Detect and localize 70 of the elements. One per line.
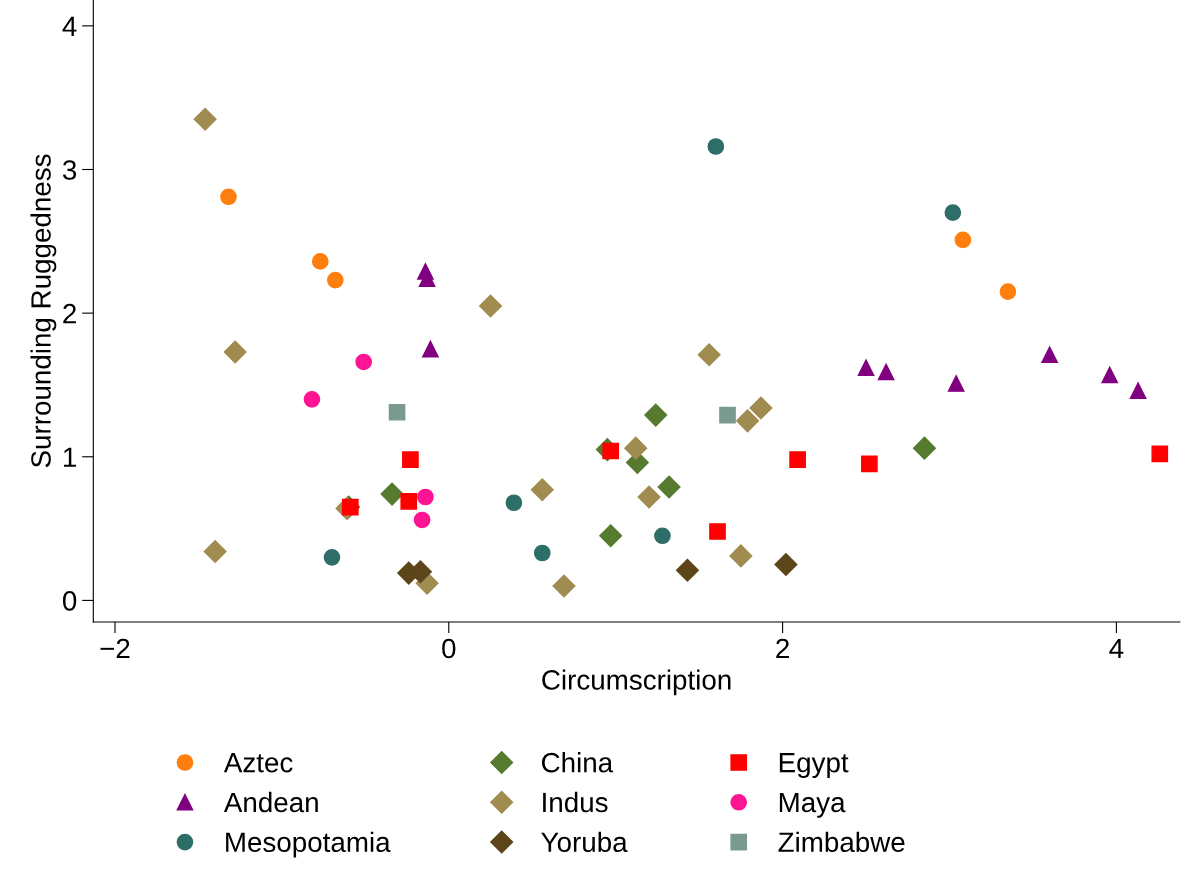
point	[400, 492, 418, 510]
point	[654, 527, 671, 545]
point	[505, 494, 523, 512]
legend-label: Egypt	[779, 753, 849, 778]
legend-label: Mesopotamia	[226, 831, 391, 858]
legend-label: Zimbabwe	[778, 831, 905, 853]
legend-label: Andean	[223, 791, 318, 813]
point	[388, 403, 406, 421]
x-tick-label: 2	[776, 638, 789, 659]
point	[413, 511, 431, 529]
point	[624, 436, 648, 460]
x-tick-label: 0	[442, 638, 456, 659]
y-tick-label: 2	[63, 303, 76, 324]
point	[857, 359, 875, 377]
point	[303, 390, 321, 408]
point	[999, 283, 1017, 300]
x-axis-title: Circumscription	[542, 669, 731, 696]
point	[729, 544, 753, 568]
point	[947, 375, 965, 392]
point	[749, 396, 773, 420]
point	[479, 294, 503, 318]
y-tick-label: 3	[62, 160, 77, 180]
point	[355, 353, 373, 371]
point	[326, 271, 344, 289]
point	[657, 475, 681, 499]
point	[707, 138, 725, 155]
point	[1151, 445, 1169, 463]
point	[719, 406, 736, 424]
point	[861, 455, 878, 473]
y-tick-label: 0	[62, 591, 77, 611]
point	[380, 482, 404, 506]
point	[552, 574, 576, 598]
point	[599, 524, 623, 548]
point	[1101, 366, 1119, 384]
point	[193, 107, 217, 131]
point	[675, 558, 699, 582]
point	[220, 188, 237, 206]
point	[877, 363, 895, 381]
point	[1041, 346, 1058, 364]
point	[697, 343, 721, 367]
point	[203, 540, 227, 564]
point	[311, 253, 329, 270]
legend-label: Indus	[543, 791, 608, 813]
point	[533, 544, 551, 562]
point	[944, 204, 962, 221]
legend-label: Aztec	[223, 753, 293, 773]
x-tick-label: 4	[1109, 638, 1124, 659]
point	[789, 451, 806, 468]
point	[637, 485, 661, 509]
point	[417, 488, 434, 506]
point	[602, 442, 620, 460]
point	[422, 340, 439, 358]
legend-label: Maya	[779, 792, 846, 818]
y-tick-label: 1	[64, 447, 76, 467]
legend-label: China	[541, 752, 614, 773]
point	[530, 478, 554, 502]
point	[954, 231, 972, 249]
point	[323, 548, 341, 566]
point	[912, 436, 936, 460]
legend-label: Yoruba	[541, 831, 628, 853]
point	[709, 523, 726, 540]
x-tick-label: −2	[100, 638, 130, 659]
point	[774, 553, 798, 577]
y-tick-label: 4	[62, 16, 77, 36]
point	[736, 409, 760, 433]
point	[644, 403, 668, 427]
point	[223, 340, 247, 364]
point	[1129, 382, 1147, 400]
y-axis-title: Surrounding Ruggedness	[30, 154, 57, 468]
point	[402, 451, 419, 468]
